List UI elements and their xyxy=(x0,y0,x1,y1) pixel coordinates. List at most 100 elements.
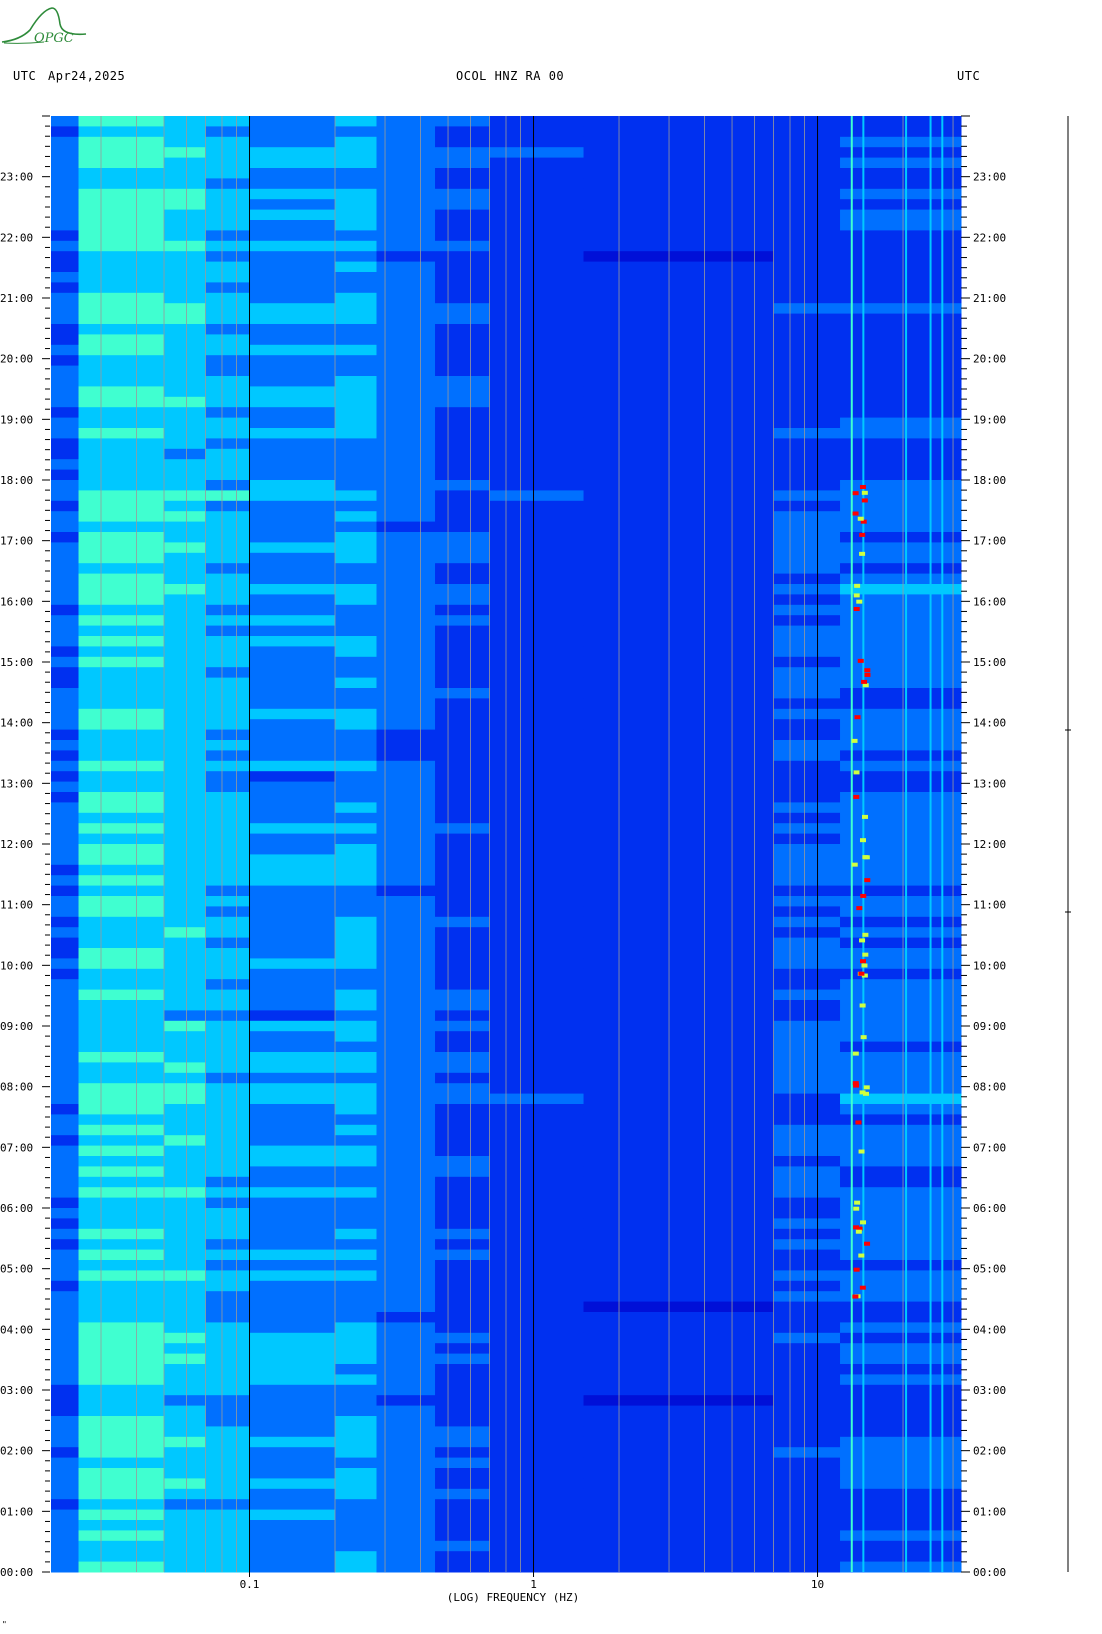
spectrogram-cell xyxy=(205,1509,251,1521)
spectrogram-cell xyxy=(435,500,491,512)
spectrogram-cell xyxy=(78,1312,165,1323)
y-tick-label: 04:00 xyxy=(0,1323,33,1336)
spectrogram-cell xyxy=(435,1176,491,1188)
spectrogram-cell xyxy=(376,771,436,783)
spectrogram-cell xyxy=(164,667,207,679)
spectrogram-hotspot xyxy=(851,862,858,867)
spectrogram-cell xyxy=(249,563,336,575)
spectrogram-cell xyxy=(773,781,841,793)
spectrogram-cell xyxy=(773,1135,841,1147)
spectrogram-cell xyxy=(164,344,207,356)
spectrogram-cell xyxy=(583,1020,775,1032)
spectrogram-cell xyxy=(78,958,165,970)
spectrogram-cell xyxy=(249,1405,336,1417)
spectrogram-cell xyxy=(840,625,962,637)
spectrogram-cell xyxy=(840,656,962,668)
spectrogram-cell xyxy=(773,1478,841,1490)
y-tick-label: 12:00 xyxy=(0,838,33,851)
spectrogram-cell xyxy=(489,584,585,595)
spectrogram-cell xyxy=(840,1551,962,1563)
spectrogram-cell xyxy=(489,220,585,231)
spectrogram-cell xyxy=(249,1353,336,1365)
spectrogram-cell xyxy=(773,1176,841,1188)
spectrogram-cell xyxy=(435,1124,491,1136)
spectrogram-cell xyxy=(773,563,841,575)
spectrogram-cell xyxy=(773,126,841,138)
spectrogram-cell xyxy=(840,261,962,273)
spectrogram-cell xyxy=(205,615,251,627)
spectrogram-hotspot xyxy=(863,855,870,860)
spectrogram-cell xyxy=(164,656,207,668)
spectrogram-cell xyxy=(78,1114,165,1126)
spectrogram-cell xyxy=(164,781,207,793)
spectrogram-cell xyxy=(840,812,962,824)
spectrogram-cell xyxy=(435,209,491,221)
spectrogram-cell xyxy=(78,126,165,138)
spectrogram-cell xyxy=(583,1384,775,1396)
spectrogram-cell xyxy=(78,1457,165,1469)
spectrogram-cell xyxy=(205,272,251,283)
y-axis-left: 00:0001:0002:0003:0004:0005:0006:0007:00… xyxy=(0,115,50,1579)
spectrogram-cell xyxy=(840,636,962,647)
spectrogram-cell xyxy=(376,448,436,460)
spectrogram-cell xyxy=(376,1353,436,1365)
spectrogram-cell xyxy=(583,1457,775,1469)
spectrogram-cell xyxy=(164,1343,207,1355)
chart-title: OCOL HNZ RA 00 xyxy=(456,69,565,83)
spectrogram-cell xyxy=(205,334,251,346)
spectrogram-cell xyxy=(583,584,775,595)
spectrogram-cell xyxy=(376,188,436,200)
spectrogram-cell xyxy=(773,812,841,824)
spectrogram-cell xyxy=(78,1468,165,1479)
spectrogram-hotspot xyxy=(856,1226,863,1231)
spectrogram-cell xyxy=(489,542,585,554)
spectrogram-cell xyxy=(78,480,165,491)
spectrogram-cell xyxy=(376,1062,436,1074)
spectrogram-cell xyxy=(335,1052,378,1063)
spectrogram-cell xyxy=(78,324,165,335)
spectrogram-cell xyxy=(164,1416,207,1427)
spectrogram-cell xyxy=(335,937,378,949)
spectrogram-cell xyxy=(583,958,775,970)
spectrogram-cell xyxy=(435,584,491,595)
spectrogram-cell xyxy=(376,636,436,647)
spectrogram-cell xyxy=(435,303,491,315)
spectrogram-cell xyxy=(840,958,962,970)
spectrogram-cell xyxy=(164,968,207,980)
spectrogram-cell xyxy=(435,407,491,419)
spectrogram-cell xyxy=(249,719,336,731)
spectrogram-cell xyxy=(773,1072,841,1084)
spectrogram-cell xyxy=(773,396,841,408)
spectrogram-cell xyxy=(840,906,962,918)
spectrogram-cell xyxy=(435,615,491,627)
spectrogram-cell xyxy=(51,386,80,398)
spectrogram-cell xyxy=(376,968,436,980)
spectrogram-cell xyxy=(435,1468,491,1479)
spectrogram-cell xyxy=(376,760,436,772)
spectrogram-cell xyxy=(335,563,378,575)
spectrogram-cell xyxy=(840,178,962,190)
spectrogram-cell xyxy=(249,230,336,242)
spectrogram-cell xyxy=(249,708,336,720)
spectrogram-cell xyxy=(51,157,80,169)
spectrogram-cell xyxy=(376,1187,436,1199)
spectrogram-cell xyxy=(78,573,165,585)
spectrogram-cell xyxy=(840,896,962,907)
spectrogram-cell xyxy=(164,1280,207,1292)
spectrogram-cell xyxy=(78,188,165,200)
spectrogram-cell xyxy=(78,417,165,429)
spectrogram-cell xyxy=(335,251,378,263)
spectrogram-cell xyxy=(773,136,841,148)
spectrogram-cell xyxy=(51,1291,80,1303)
spectrogram-cell xyxy=(51,604,80,616)
spectrogram-cell xyxy=(489,251,585,263)
spectrogram-cell xyxy=(840,667,962,679)
spectrogram-cell xyxy=(249,1228,336,1240)
spectrogram-cell xyxy=(583,1395,775,1407)
spectrogram-cell xyxy=(335,1197,378,1209)
spectrogram-hotspot xyxy=(853,770,860,775)
spectrogram-cell xyxy=(51,230,80,242)
spectrogram-cell xyxy=(249,604,336,616)
spectrogram-cell xyxy=(78,199,165,211)
spectrogram-cell xyxy=(164,1530,207,1542)
